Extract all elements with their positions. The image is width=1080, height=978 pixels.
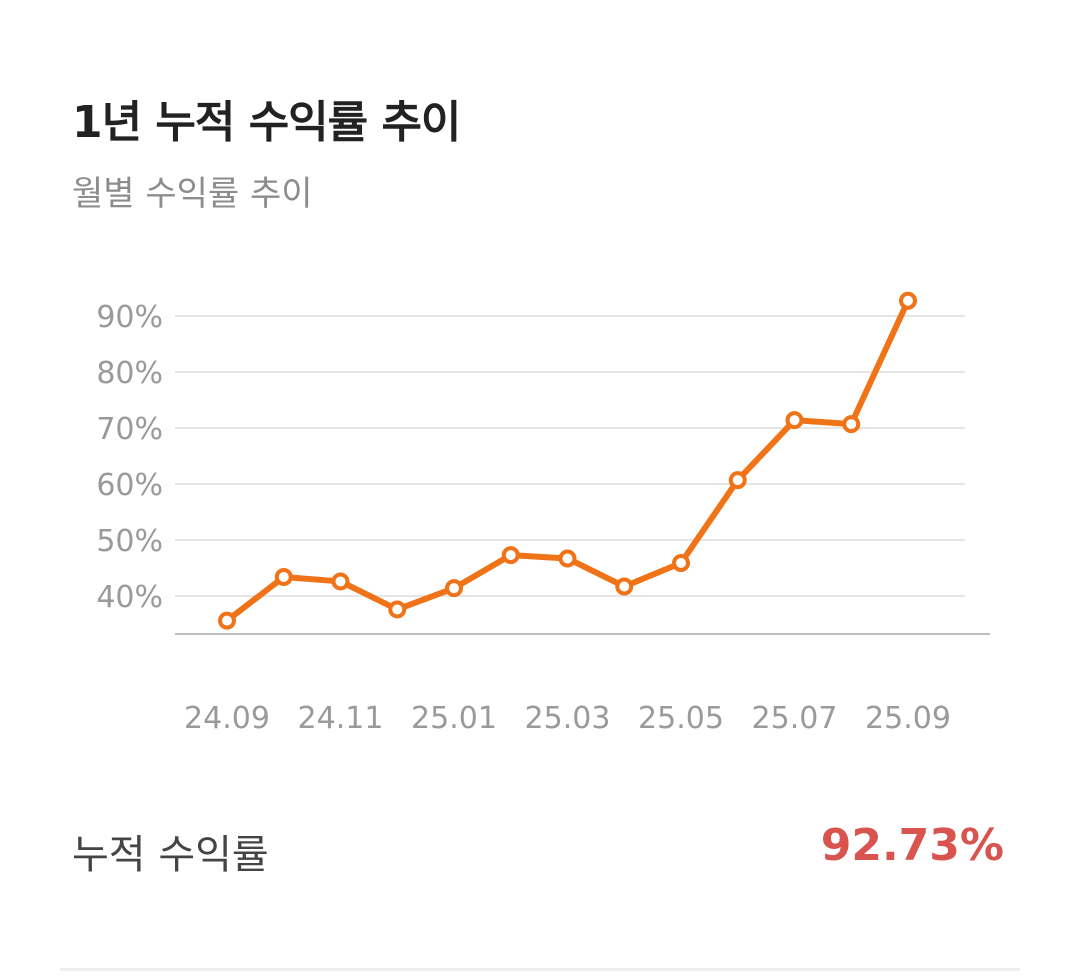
x-tick-label: 25.05 — [638, 701, 724, 736]
y-tick-label: 60% — [96, 468, 163, 503]
data-point-24.11[interactable] — [331, 572, 350, 591]
x-tick-label: 24.11 — [298, 701, 384, 736]
cumulative-return-value: 92.73% — [820, 820, 1004, 871]
cumulative-return-label: 누적 수익률 — [72, 832, 269, 878]
y-tick-label: 40% — [96, 580, 163, 615]
data-point-25.01[interactable] — [445, 579, 463, 598]
data-point-24.12[interactable] — [388, 600, 407, 619]
data-point-25.03[interactable] — [558, 549, 577, 568]
y-tick-label: 50% — [96, 524, 163, 559]
data-point-25.09[interactable] — [899, 291, 917, 310]
data-point-25.06[interactable] — [728, 471, 747, 490]
x-tick-label: 25.03 — [525, 701, 611, 736]
y-tick-label: 70% — [96, 412, 163, 447]
series-line — [224, 297, 911, 624]
data-point-25.04[interactable] — [615, 577, 634, 596]
data-point-24.10[interactable] — [274, 567, 293, 586]
data-point-25.07[interactable] — [785, 411, 804, 430]
x-tick-label: 24.09 — [184, 701, 270, 736]
data-point-25.05[interactable] — [672, 553, 690, 572]
y-tick-label: 80% — [96, 356, 163, 391]
chart-title: 1년 누적 수익률 추이 — [72, 97, 461, 148]
return-line-chart: 40% 50% 60% 70% 80% 90% 24.09 24.11 25.01 25.03 2… — [96, 291, 990, 736]
y-tick-label: 90% — [96, 300, 163, 335]
data-point-25.02[interactable] — [501, 546, 520, 565]
bottom-divider — [60, 968, 1020, 971]
x-tick-label: 25.09 — [865, 701, 951, 736]
chart-subtitle: 월별 수익률 추이 — [72, 174, 313, 214]
x-tick-label: 25.01 — [411, 701, 497, 736]
x-tick-label: 25.07 — [752, 701, 838, 736]
data-point-24.09[interactable] — [218, 611, 236, 630]
data-point-25.08[interactable] — [842, 415, 861, 434]
